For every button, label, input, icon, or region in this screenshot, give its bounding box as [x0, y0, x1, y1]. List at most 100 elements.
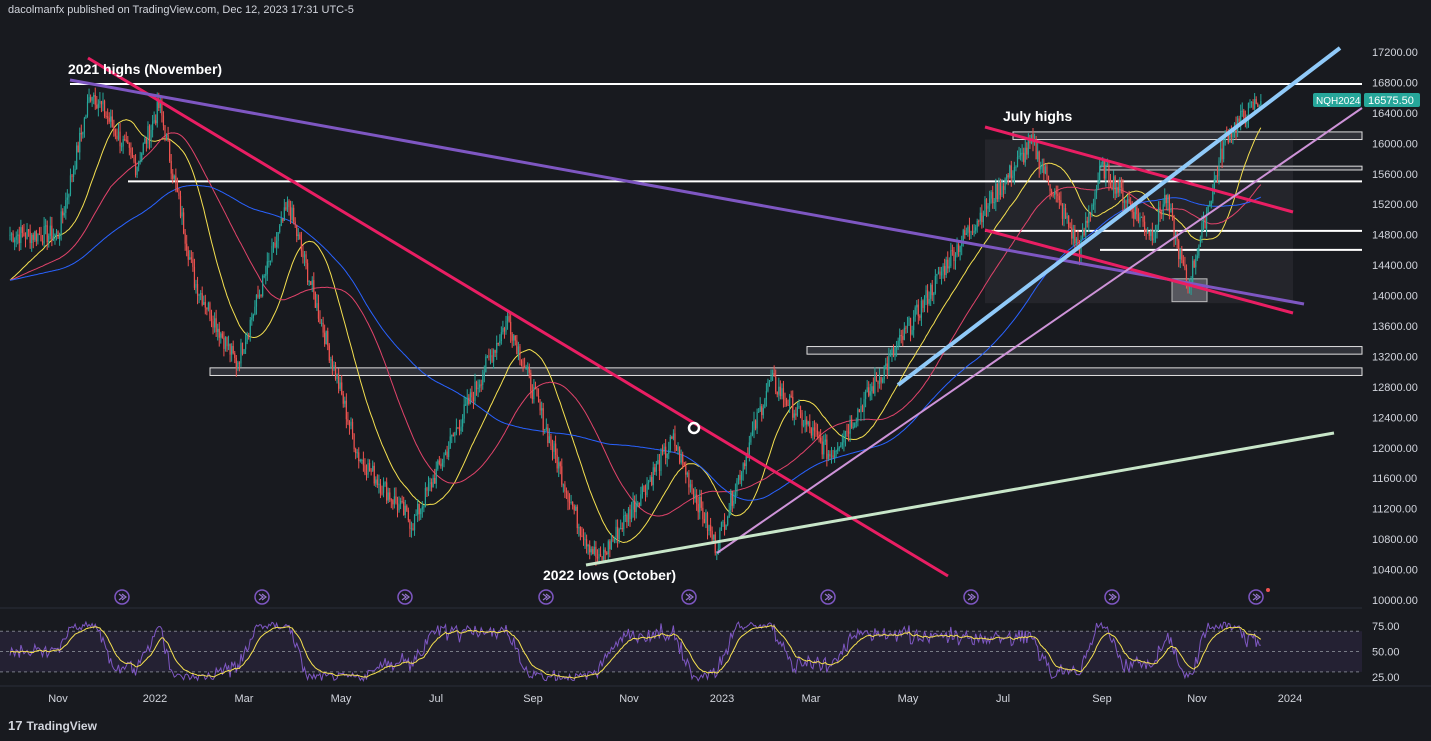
candle-body: [314, 292, 316, 308]
candle-body: [793, 413, 795, 418]
price-axis[interactable]: 17200.00 16800.00 16400.00 16000.00 15600.00…: [1372, 47, 1418, 607]
candle-body: [658, 460, 661, 472]
candle-body: [1246, 121, 1248, 124]
event-markers[interactable]: [114, 588, 1270, 605]
candle-body: [865, 391, 867, 400]
candle-body: [344, 400, 346, 404]
candle-body: [471, 392, 473, 398]
candle-body: [410, 528, 413, 530]
candle-body: [133, 157, 135, 162]
candle-body: [663, 446, 665, 452]
candle-body: [643, 486, 645, 492]
candle-body: [1061, 204, 1064, 219]
candle-body: [68, 194, 70, 198]
candle-body: [144, 138, 146, 144]
candle-body: [1232, 132, 1234, 138]
candle-body: [94, 94, 96, 105]
time-tick-label: 2023: [710, 693, 734, 705]
candle-body: [612, 539, 614, 541]
candle-body: [880, 376, 882, 383]
candle-body: [181, 212, 183, 217]
candle-body: [587, 544, 589, 547]
event-marker: [963, 589, 979, 605]
candle-body: [423, 506, 425, 508]
time-tick-label: Mar: [235, 693, 254, 705]
candle-body: [1134, 206, 1136, 219]
candle-body: [235, 357, 237, 369]
candle-body: [725, 524, 727, 530]
candle-body: [437, 460, 439, 469]
candle-body: [107, 116, 109, 118]
candle-body: [522, 365, 524, 367]
candle-body: [1069, 227, 1071, 229]
candle-body: [516, 340, 518, 355]
candle-body: [581, 535, 583, 538]
candle-body: [1257, 103, 1259, 107]
candle-body: [500, 332, 502, 342]
candle-body: [651, 477, 653, 486]
candle-body: [1097, 181, 1099, 189]
candle-body: [737, 474, 740, 481]
candle-body: [227, 343, 230, 347]
candle-body: [1092, 204, 1095, 206]
candle-body: [1207, 205, 1209, 215]
candle-body: [508, 316, 510, 322]
candle-body: [984, 199, 986, 216]
event-forward-icon: [1252, 593, 1261, 601]
candle-body: [462, 418, 464, 427]
candle-body: [911, 330, 913, 335]
candle-body: [939, 271, 941, 276]
candle-body: [1193, 260, 1195, 268]
candle-body: [775, 376, 777, 392]
candle-body: [220, 333, 222, 338]
candle-body: [432, 477, 434, 488]
candle-body: [1195, 258, 1197, 268]
candle-body: [1051, 190, 1053, 195]
event-marker: [254, 589, 270, 605]
candle-body: [231, 346, 233, 355]
candle-body: [9, 234, 11, 236]
candle-body: [455, 427, 457, 433]
candle-body: [1249, 102, 1251, 104]
candle-body: [692, 489, 695, 500]
candle-body: [293, 207, 295, 222]
price-tick-label: 12800.00: [1372, 382, 1418, 394]
candle-body: [776, 391, 778, 395]
candle-body: [240, 342, 242, 364]
candle-body: [1136, 206, 1138, 215]
candle-body: [389, 492, 391, 500]
candle-body: [773, 372, 775, 377]
candle-body: [1240, 110, 1242, 122]
candle-body: [689, 484, 692, 488]
candle-body: [269, 260, 271, 262]
candle-body: [1202, 215, 1205, 224]
candle-body: [706, 513, 709, 531]
candle-body: [272, 242, 275, 246]
candle-body: [815, 430, 817, 432]
candle-body: [804, 419, 806, 425]
trendlines[interactable]: [69, 46, 1363, 578]
candle-body: [1020, 152, 1022, 156]
candle-body: [1179, 249, 1181, 260]
rsi-panel[interactable]: 75.00 50.00 25.00: [0, 607, 1400, 684]
candle-body: [758, 411, 760, 413]
price-tick-label: 16800.00: [1372, 77, 1418, 89]
candle-body: [71, 175, 73, 177]
candle-body: [818, 434, 820, 438]
candle-body: [1040, 166, 1042, 170]
candle-body: [679, 446, 681, 463]
time-axis[interactable]: Nov 2022 Mar May Jul Sep Nov 2023 Mar May Jul Sep No…: [0, 685, 1431, 705]
candle-body: [491, 355, 493, 362]
candle-body: [347, 419, 349, 422]
candle-body: [245, 342, 247, 350]
candle-body: [1173, 216, 1175, 239]
candle-body: [60, 211, 62, 235]
candle-body: [1218, 160, 1220, 176]
candle-body: [902, 336, 904, 340]
tradingview-footer[interactable]: 17 TradingView: [8, 718, 97, 733]
candle-body: [1137, 214, 1139, 222]
candle-body: [201, 293, 203, 305]
candle-body: [1004, 178, 1006, 190]
candle-body: [968, 226, 971, 233]
